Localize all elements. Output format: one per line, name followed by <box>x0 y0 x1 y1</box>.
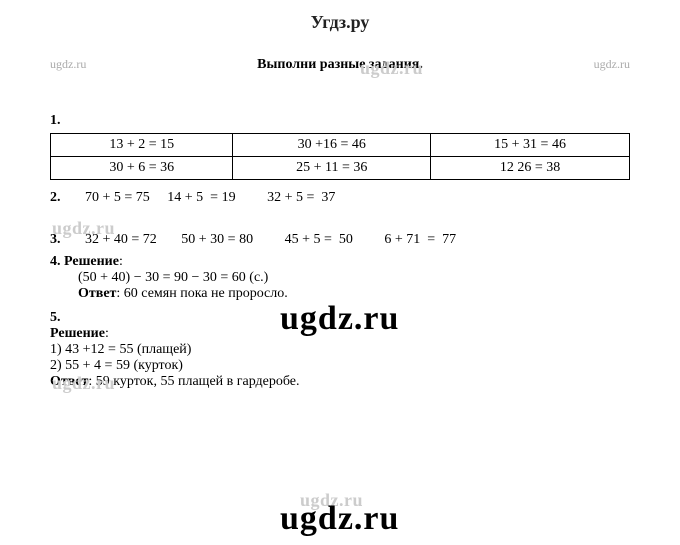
watermark-small: ugdz.ru <box>300 490 363 511</box>
answer-label: Ответ <box>50 374 88 389</box>
task1-table: 13 + 2 = 15 30 +16 = 46 15 + 31 = 46 30 … <box>50 133 630 180</box>
task2-row: 2. 70 + 5 = 75 14 + 5 = 19 32 + 5 = 37 <box>50 190 630 206</box>
task5-answer-text: : 59 курток, 55 плащей в гардеробе. <box>88 374 299 389</box>
task5-line1: 1) 43 +12 = 55 (плащей) <box>50 342 630 358</box>
task3-row: 3. 32 + 40 = 72 50 + 30 = 80 45 + 5 = 50… <box>50 232 630 248</box>
table-cell: 12 26 = 38 <box>431 157 630 180</box>
task5: 5. Решение: 1) 43 +12 = 55 (плащей) 2) 5… <box>50 310 630 390</box>
page-container: Угдз.ру ugdz.ru Выполни разные задания. … <box>0 0 680 410</box>
task4-header: 4. Решение: <box>50 254 630 270</box>
table-cell: 30 + 6 = 36 <box>51 157 233 180</box>
table-cell: 13 + 2 = 15 <box>51 134 233 157</box>
watermark-big: ugdz.ru <box>280 500 399 538</box>
task2-expressions: 70 + 5 = 75 14 + 5 = 19 32 + 5 = 37 <box>61 190 336 205</box>
watermark-small: ugdz.ru <box>594 57 630 72</box>
task4-number: 4. <box>50 254 64 269</box>
site-header: Угдз.ру <box>50 12 630 33</box>
answer-label: Ответ <box>78 286 116 301</box>
task3-number: 3. <box>50 232 61 247</box>
table-cell: 30 +16 = 46 <box>233 134 431 157</box>
solution-label: Решение <box>64 254 119 269</box>
task5-line2: 2) 55 + 4 = 59 (курток) <box>50 358 630 374</box>
colon: : <box>119 254 123 269</box>
solution-label: Решение <box>50 326 105 341</box>
subtitle-row: ugdz.ru Выполни разные задания. ugdz.ru <box>50 57 630 73</box>
task2-number: 2. <box>50 190 61 205</box>
task4-answer-text: : 60 семян пока не проросло. <box>116 286 287 301</box>
page-subtitle: Выполни разные задания. <box>86 57 593 73</box>
task5-solution-header: Решение: <box>50 326 630 342</box>
table-row: 13 + 2 = 15 30 +16 = 46 15 + 31 = 46 <box>51 134 630 157</box>
task4: 4. Решение: (50 + 40) − 30 = 90 − 30 = 6… <box>50 254 630 302</box>
task4-expression: (50 + 40) − 30 = 90 − 30 = 60 (с.) <box>78 270 630 286</box>
task3-expressions: 32 + 40 = 72 50 + 30 = 80 45 + 5 = 50 6 … <box>61 232 457 247</box>
table-cell: 25 + 11 = 36 <box>233 157 431 180</box>
table-row: 30 + 6 = 36 25 + 11 = 36 12 26 = 38 <box>51 157 630 180</box>
task1-number: 1. <box>50 113 630 129</box>
task4-answer-row: Ответ: 60 семян пока не проросло. <box>78 286 630 302</box>
colon: : <box>105 326 109 341</box>
task5-number: 5. <box>50 310 630 326</box>
watermark-small: ugdz.ru <box>50 57 86 72</box>
task5-answer-row: Ответ: 59 курток, 55 плащей в гардеробе. <box>50 374 630 390</box>
table-cell: 15 + 31 = 46 <box>431 134 630 157</box>
